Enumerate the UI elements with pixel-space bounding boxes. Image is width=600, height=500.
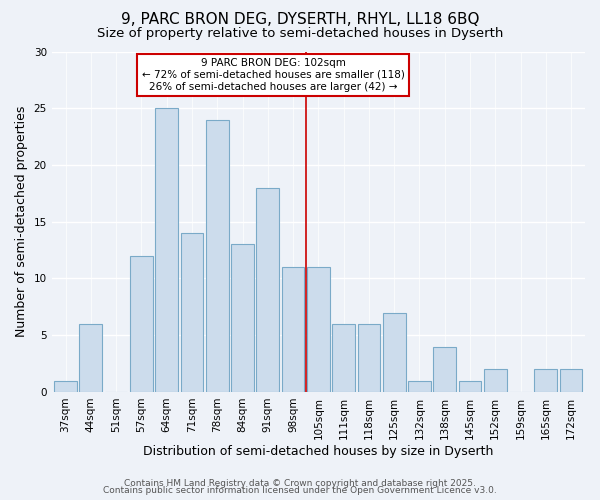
- Bar: [358, 324, 380, 392]
- Bar: [408, 380, 431, 392]
- Bar: [433, 346, 456, 392]
- Text: Contains HM Land Registry data © Crown copyright and database right 2025.: Contains HM Land Registry data © Crown c…: [124, 478, 476, 488]
- Bar: [155, 108, 178, 392]
- Bar: [484, 370, 506, 392]
- Bar: [560, 370, 583, 392]
- Text: Contains public sector information licensed under the Open Government Licence v3: Contains public sector information licen…: [103, 486, 497, 495]
- Text: 9, PARC BRON DEG, DYSERTH, RHYL, LL18 6BQ: 9, PARC BRON DEG, DYSERTH, RHYL, LL18 6B…: [121, 12, 479, 28]
- Bar: [332, 324, 355, 392]
- Bar: [54, 380, 77, 392]
- X-axis label: Distribution of semi-detached houses by size in Dyserth: Distribution of semi-detached houses by …: [143, 444, 494, 458]
- Bar: [181, 233, 203, 392]
- Text: 9 PARC BRON DEG: 102sqm
← 72% of semi-detached houses are smaller (118)
26% of s: 9 PARC BRON DEG: 102sqm ← 72% of semi-de…: [142, 58, 404, 92]
- Bar: [458, 380, 481, 392]
- Bar: [307, 267, 330, 392]
- Bar: [231, 244, 254, 392]
- Bar: [281, 267, 304, 392]
- Bar: [535, 370, 557, 392]
- Text: Size of property relative to semi-detached houses in Dyserth: Size of property relative to semi-detach…: [97, 28, 503, 40]
- Bar: [130, 256, 153, 392]
- Bar: [256, 188, 279, 392]
- Bar: [383, 312, 406, 392]
- Bar: [206, 120, 229, 392]
- Bar: [79, 324, 102, 392]
- Y-axis label: Number of semi-detached properties: Number of semi-detached properties: [15, 106, 28, 338]
